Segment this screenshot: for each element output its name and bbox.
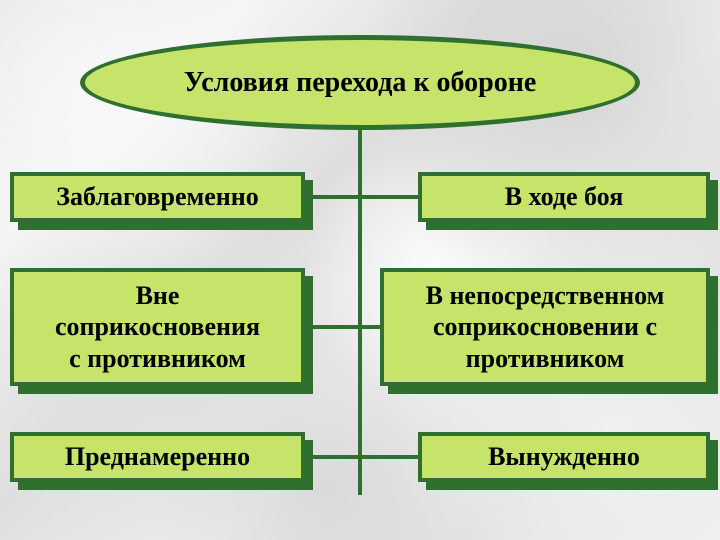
hconn-r1-right bbox=[360, 325, 380, 329]
hconn-r0-right bbox=[360, 195, 418, 199]
box-label: Преднамеренно bbox=[65, 441, 250, 472]
hconn-r1-left bbox=[313, 325, 360, 329]
box-r0-right: В ходе боя bbox=[418, 172, 710, 222]
hconn-r2-left bbox=[313, 455, 360, 459]
box-r2-right: Вынужденно bbox=[418, 432, 710, 482]
diagram-root: Условия перехода к обороне Заблаговремен… bbox=[0, 0, 720, 540]
box-label: Вне соприкосновения с противником bbox=[55, 280, 260, 374]
title-ellipse: Условия перехода к обороне bbox=[80, 35, 640, 130]
box-label: Заблаговременно bbox=[56, 181, 258, 212]
title-text: Условия перехода к обороне bbox=[184, 67, 537, 99]
box-r0-left: Заблаговременно bbox=[10, 172, 305, 222]
vertical-connector bbox=[358, 130, 362, 495]
box-label: В ходе боя bbox=[505, 181, 624, 212]
box-r1-right: В непосредственном соприкосновении с про… bbox=[380, 268, 710, 386]
box-label: В непосредственном соприкосновении с про… bbox=[426, 280, 665, 374]
box-label: Вынужденно bbox=[488, 441, 640, 472]
box-r1-left: Вне соприкосновения с противником bbox=[10, 268, 305, 386]
hconn-r2-right bbox=[360, 455, 418, 459]
box-r2-left: Преднамеренно bbox=[10, 432, 305, 482]
hconn-r0-left bbox=[313, 195, 360, 199]
